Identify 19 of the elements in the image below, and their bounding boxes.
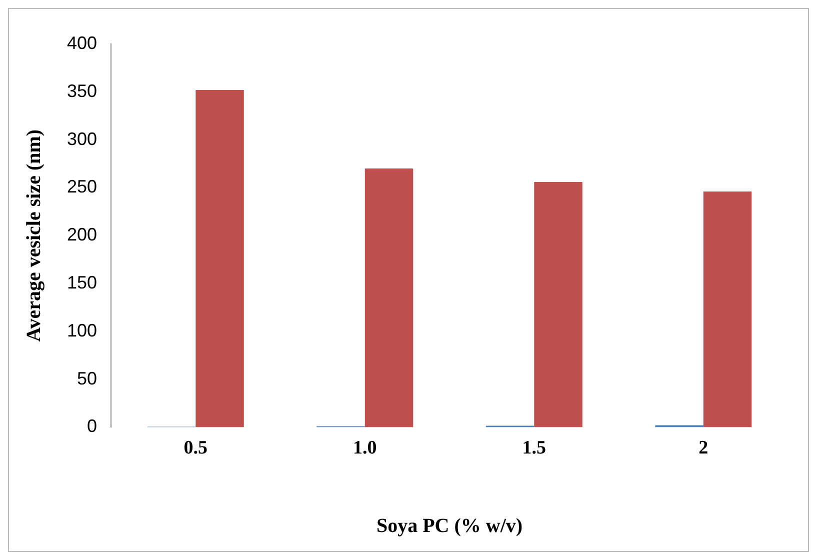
x-tick-label: 1.5 [522,438,546,459]
bar [196,90,244,428]
x-tick-label: 1.0 [353,438,377,459]
bar [534,182,582,428]
y-tick-label: 300 [66,128,98,149]
y-axis-title: Average vesicle size (nm) [23,129,46,342]
y-tick-label: 350 [66,80,98,101]
y-tick-label: 200 [66,224,98,245]
x-tick-label: 0.5 [184,438,208,459]
x-tick-label: 2 [698,438,708,459]
bar [703,192,752,428]
bar [364,168,414,428]
x-axis-title: Soya PC (% w/v) [376,515,523,538]
y-tick-label: 400 [66,32,98,53]
y-tick-label: 0 [87,416,98,436]
y-tick-label: 150 [66,272,98,292]
y-tick-label: 250 [66,176,98,197]
y-tick-label: 50 [77,368,98,388]
y-tick-label: 100 [66,320,98,340]
